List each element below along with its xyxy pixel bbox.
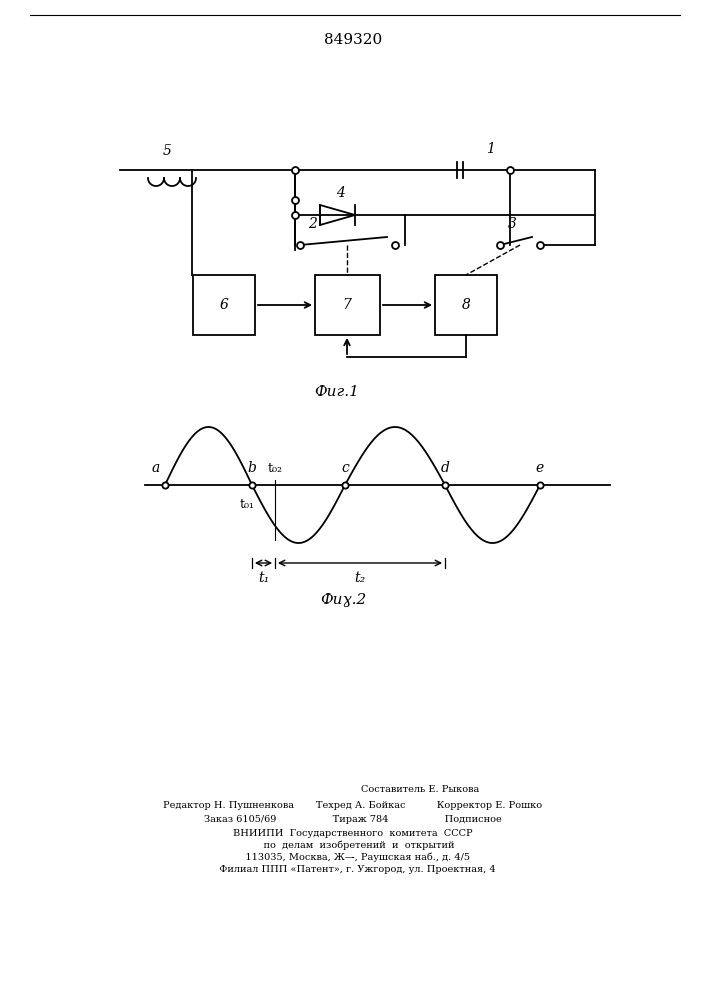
- Text: 8: 8: [462, 298, 470, 312]
- Text: 2: 2: [308, 217, 317, 231]
- Bar: [315, 275, 380, 335]
- Text: t₀₁: t₀₁: [240, 498, 255, 511]
- Text: t₁: t₁: [258, 571, 269, 585]
- Text: Филиал ППП «Патент», г. Ужгород, ул. Проектная, 4: Филиал ППП «Патент», г. Ужгород, ул. Про…: [210, 864, 496, 874]
- Text: 5: 5: [163, 144, 171, 158]
- Text: d: d: [440, 461, 450, 475]
- Text: 3: 3: [508, 217, 516, 231]
- Text: ВНИИПИ  Государственного  комитета  СССР: ВНИИПИ Государственного комитета СССР: [233, 828, 473, 838]
- Text: Заказ 6105/69                  Тираж 784                  Подписное: Заказ 6105/69 Тираж 784 Подписное: [204, 814, 502, 824]
- Text: Редактор Н. Пушненкова       Техред А. Бойкас          Корректор Е. Рошко: Редактор Н. Пушненкова Техред А. Бойкас …: [163, 800, 542, 810]
- Text: 7: 7: [343, 298, 351, 312]
- Text: c: c: [341, 461, 349, 475]
- Text: t₀₂: t₀₂: [267, 462, 283, 475]
- Text: Фиɣ.2: Фиɣ.2: [320, 593, 366, 607]
- Text: b: b: [247, 461, 257, 475]
- Text: 6: 6: [220, 298, 228, 312]
- Text: e: e: [536, 461, 544, 475]
- Text: 113035, Москва, Ж—̵, Раушская наб., д. 4/5: 113035, Москва, Ж—̵, Раушская наб., д. 4…: [236, 852, 470, 862]
- Text: 1: 1: [486, 142, 494, 156]
- Bar: [193, 275, 255, 335]
- Text: 4: 4: [336, 186, 344, 200]
- Text: 849320: 849320: [324, 33, 382, 47]
- Text: Составитель Е. Рыкова: Составитель Е. Рыкова: [361, 786, 479, 794]
- Text: t₂: t₂: [354, 571, 366, 585]
- Text: по  делам  изобретений  и  открытий: по делам изобретений и открытий: [251, 840, 455, 850]
- Bar: [435, 275, 497, 335]
- Text: Фиг.1: Фиг.1: [315, 385, 359, 399]
- Text: a: a: [152, 461, 160, 475]
